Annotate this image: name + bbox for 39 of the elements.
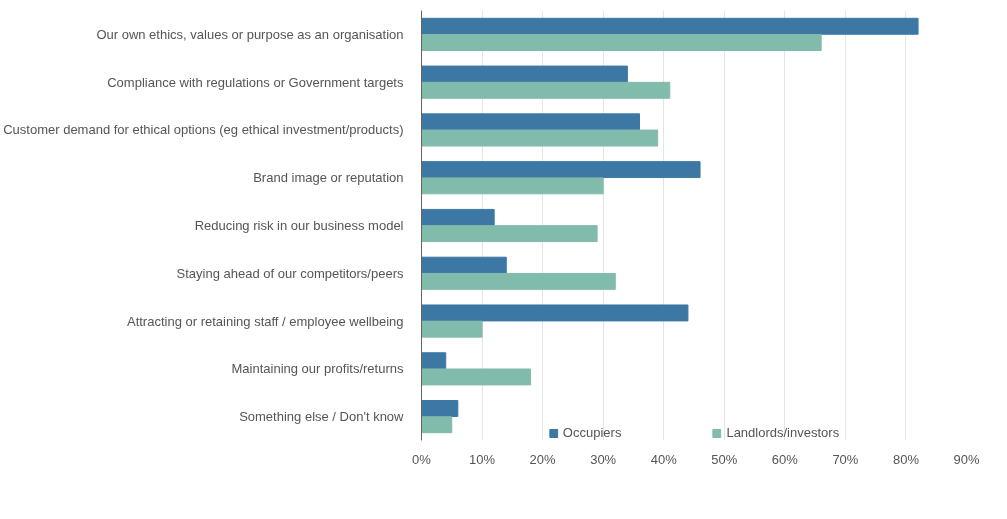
bar [421,416,453,434]
y-tick-label: Our own ethics, values or purpose as an organisation [96,26,404,42]
y-tick-label: Brand image or reputation [253,170,404,186]
x-tick-label: 70% [832,451,859,467]
bar [421,368,531,386]
x-tick-label: 30% [590,451,617,467]
y-tick-label: Staying ahead of our competitors/peers [176,265,404,281]
bar [421,352,447,370]
bar [421,177,604,195]
y-tick-label: Something else / Don't know [239,409,405,425]
x-tick-label: 80% [892,451,920,467]
legend-label: Occupiers [562,425,622,440]
bar [421,256,507,274]
x-tick-label: 10% [469,451,496,467]
x-tick-label: 20% [529,451,557,467]
bar [421,81,671,99]
bar [421,400,459,417]
bar [421,272,616,290]
bar [421,129,659,147]
bar [421,304,689,322]
bar [421,161,701,179]
legend-label: Landlords/investors [726,425,840,440]
bar [421,65,628,83]
y-tick-label: Reducing risk in our business model [194,218,404,233]
x-tick-label: 40% [650,451,678,467]
x-tick-label: 50% [711,451,738,467]
x-tick-label: 0% [412,451,432,467]
y-tick-label: Maintaining our profits/returns [231,361,404,377]
y-tick-label: Compliance with regulations or Government targets [107,74,404,90]
bar [421,320,483,338]
y-tick-label: Customer demand for ethical options (eg ethical investment/products) [3,122,404,138]
bar [421,208,495,226]
y-tick-label: Attracting or retaining staff / employee wellbeing [126,313,404,329]
bar [421,34,822,51]
x-tick-label: 60% [771,451,799,467]
bar [421,225,598,243]
bar [421,113,640,131]
bar [421,17,919,35]
x-tick-label: 90% [953,451,980,467]
